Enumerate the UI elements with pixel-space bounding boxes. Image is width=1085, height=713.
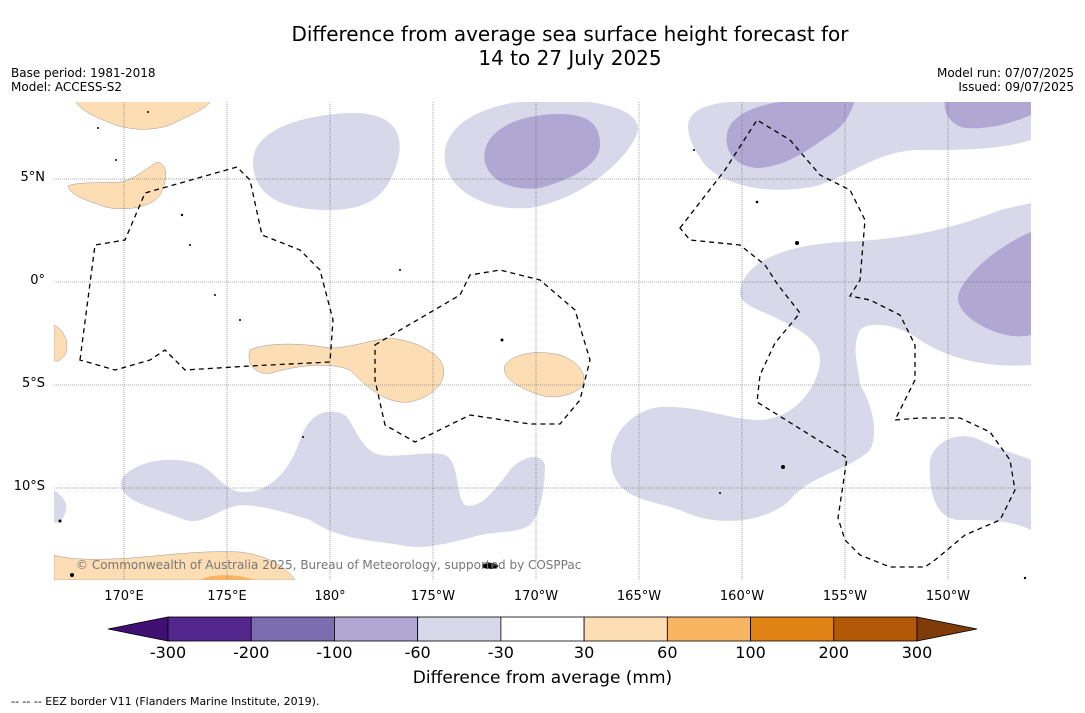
colorbar-tick-label: 60 (657, 643, 678, 662)
island (1023, 576, 1027, 580)
colorbar-tick-label: -30 (487, 643, 514, 662)
latitude-label: 5°S (21, 376, 45, 391)
longitude-label: 165°W (616, 589, 662, 604)
island (180, 213, 184, 217)
anomaly-region (248, 337, 444, 403)
anomaly-region (54, 551, 296, 580)
colorbar-extend-low (107, 616, 169, 642)
meta-left: Base period: 1981-2018 Model: ACCESS-S2 (11, 66, 156, 94)
colorbar-bin (167, 616, 252, 642)
meta-right: Model run: 07/07/2025 Issued: 09/07/2025 (937, 66, 1074, 94)
island (189, 244, 191, 246)
issued-date: Issued: 09/07/2025 (958, 80, 1074, 94)
title-line-1: Difference from average sea surface heig… (291, 22, 849, 46)
islands (58, 111, 1027, 580)
anomaly-region (200, 575, 255, 580)
model-name: Model: ACCESS-S2 (11, 80, 123, 94)
island (795, 241, 799, 245)
colorbar-bin (334, 616, 419, 642)
colorbar-bin (417, 616, 502, 642)
colorbar-bin (750, 616, 835, 642)
title-line-2: 14 to 27 July 2025 (478, 46, 662, 70)
anomaly-region (929, 436, 1031, 530)
anomaly-fields (54, 102, 1031, 580)
island (214, 294, 216, 296)
base-period: Base period: 1981-2018 (11, 66, 156, 80)
island (693, 149, 695, 151)
eez-border-line (374, 269, 591, 443)
colorbar-tick-label: 300 (901, 643, 933, 662)
colorbar-tick-label: 200 (818, 643, 850, 662)
anomaly-region (75, 102, 211, 130)
island (147, 111, 149, 113)
anomaly-region (484, 113, 600, 189)
map-title: Difference from average sea surface heig… (0, 22, 1085, 70)
latitude-label: 10°S (13, 479, 45, 494)
eez-border-line (79, 166, 334, 371)
colorbar-title: Difference from average (mm) (412, 668, 673, 688)
island (781, 465, 785, 469)
colorbar-bin (833, 616, 918, 642)
island (755, 200, 759, 204)
colorbar-tick-label: 30 (573, 643, 595, 662)
longitude-label: 150°W (925, 589, 971, 604)
longitude-label: 170°W (513, 589, 559, 604)
anomaly-region (504, 352, 585, 398)
colorbar-tick-label: -60 (404, 643, 431, 662)
island (719, 492, 721, 494)
longitude-label: 170°E (104, 589, 144, 604)
copyright-notice: © Commonwealth of Australia 2025, Bureau… (76, 558, 582, 572)
eez-footnote: -- -- -- EEZ border V11 (Flanders Marine… (11, 695, 320, 708)
island (70, 573, 74, 577)
longitude-label: 180° (314, 589, 346, 604)
island (399, 269, 401, 271)
island (482, 563, 498, 569)
island (239, 319, 241, 321)
anomaly-region (944, 102, 1031, 129)
graticule (54, 102, 1031, 580)
latitude-label: 0° (30, 273, 45, 288)
anomaly-region (252, 112, 400, 210)
colorbar-extend-high (916, 616, 978, 642)
colorbar-bin (666, 616, 751, 642)
colorbar-tick-label: -200 (233, 643, 270, 662)
island (500, 338, 504, 342)
colorbar-tick-label: -300 (149, 643, 187, 662)
anomaly-region (726, 102, 855, 168)
longitude-label: 155°W (822, 589, 868, 604)
colorbar-tick-label: 100 (735, 643, 766, 662)
anomaly-region (958, 232, 1031, 337)
longitude-label: 175°E (207, 589, 247, 604)
colorbar (107, 616, 978, 642)
eez-borders (79, 119, 1016, 568)
island (115, 159, 117, 161)
anomaly-region (120, 411, 545, 548)
model-run: Model run: 07/07/2025 (936, 66, 1074, 80)
anomaly-region (54, 324, 68, 362)
colorbar-bin (583, 616, 668, 642)
anomaly-region (67, 161, 166, 210)
anomaly-region (610, 203, 1031, 521)
colorbar-bin (500, 616, 585, 642)
island (97, 127, 99, 129)
longitude-label: 160°W (719, 589, 765, 604)
anomaly-region (54, 490, 67, 523)
colorbar-tick-label: -100 (316, 643, 353, 662)
colorbar-bin (250, 616, 335, 642)
longitude-label: 175°W (410, 589, 456, 604)
island (302, 436, 304, 438)
latitude-label: 5°N (20, 170, 46, 185)
island (58, 519, 62, 523)
